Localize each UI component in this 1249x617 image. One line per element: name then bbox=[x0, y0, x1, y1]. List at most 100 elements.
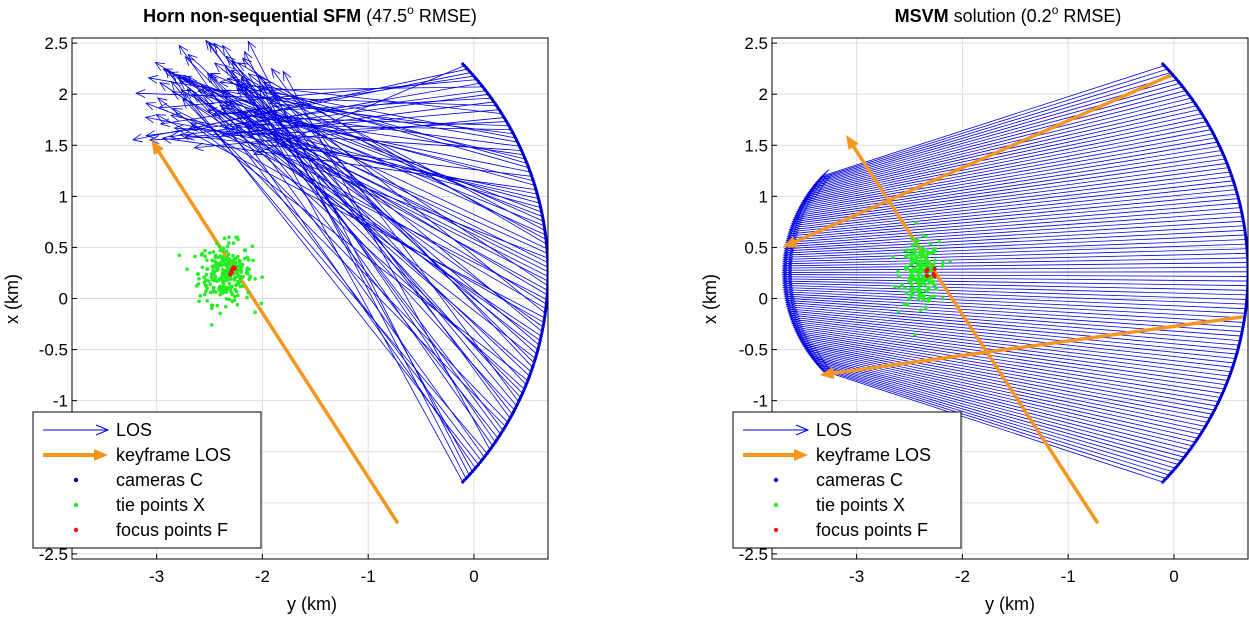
tie-point bbox=[912, 257, 916, 261]
los-arrowhead bbox=[209, 73, 221, 82]
y-tick-label: -2.5 bbox=[739, 545, 768, 564]
los-arrowhead bbox=[782, 287, 794, 297]
los-line bbox=[786, 304, 1241, 341]
tie-point bbox=[909, 282, 914, 287]
focus-point bbox=[230, 266, 235, 272]
los-arrowhead bbox=[187, 123, 199, 132]
los-arrowhead bbox=[795, 206, 807, 215]
legend-entry-los: LOS bbox=[743, 420, 852, 440]
tie-point bbox=[205, 267, 210, 271]
camera-point bbox=[461, 62, 465, 66]
tie-point bbox=[220, 276, 224, 281]
los-line bbox=[241, 77, 464, 483]
los-line bbox=[817, 75, 1174, 182]
tie-point bbox=[227, 281, 232, 286]
los-arrowhead bbox=[782, 257, 793, 266]
los-arrowhead bbox=[781, 265, 792, 275]
los-line bbox=[273, 129, 548, 254]
los-line bbox=[246, 126, 548, 282]
los-line bbox=[242, 122, 540, 204]
tie-point bbox=[221, 246, 226, 251]
x-tick-label: 0 bbox=[469, 567, 478, 586]
tie-point bbox=[928, 294, 933, 299]
tie-point bbox=[217, 244, 222, 249]
tie-point bbox=[925, 250, 930, 254]
tie-point bbox=[226, 260, 231, 265]
los-line bbox=[159, 82, 542, 337]
los-arrowhead bbox=[244, 85, 256, 94]
los-arrowhead bbox=[178, 44, 188, 56]
los-arrowhead bbox=[787, 226, 799, 236]
tie-point bbox=[200, 265, 205, 270]
los-line bbox=[802, 117, 1205, 201]
tie-point bbox=[948, 258, 952, 263]
legend-label: LOS bbox=[816, 420, 852, 440]
los-arrowhead bbox=[219, 104, 230, 114]
tie-point bbox=[245, 295, 249, 300]
legend-entry-keyframe-los: keyframe LOS bbox=[43, 445, 231, 465]
los-arrowhead bbox=[781, 276, 793, 286]
los-line bbox=[237, 62, 547, 245]
los-line bbox=[783, 291, 1246, 314]
los-arrowhead bbox=[789, 315, 801, 325]
tie-point bbox=[929, 268, 934, 273]
y-tick-label: 1 bbox=[59, 187, 68, 206]
plot-area bbox=[132, 39, 548, 525]
keyframe-los-arrowhead bbox=[819, 367, 835, 380]
los-line bbox=[172, 108, 547, 300]
tie-point bbox=[915, 287, 919, 291]
los-arrowhead bbox=[172, 108, 183, 117]
los-arrowhead bbox=[796, 204, 808, 213]
x-tick-label: -2 bbox=[255, 567, 270, 586]
los-line bbox=[810, 356, 1188, 454]
los-arrowhead bbox=[789, 222, 800, 232]
los-arrowhead bbox=[226, 76, 238, 86]
los-arrowhead bbox=[798, 200, 810, 209]
los-line bbox=[163, 68, 548, 250]
tie-point bbox=[211, 249, 216, 254]
los-line bbox=[219, 105, 548, 273]
tie-point bbox=[931, 250, 935, 255]
tie-point bbox=[933, 258, 937, 263]
los-line bbox=[801, 121, 1207, 203]
tie-point bbox=[220, 271, 225, 276]
tie-point bbox=[226, 266, 230, 271]
tie-point bbox=[203, 248, 207, 253]
tie-point bbox=[242, 256, 247, 261]
los-line bbox=[258, 116, 509, 127]
tie-point bbox=[911, 269, 916, 274]
tie-point bbox=[220, 263, 224, 268]
tie-point bbox=[237, 258, 241, 263]
los-arrowhead bbox=[781, 279, 793, 288]
y-tick-label: 0.5 bbox=[44, 238, 68, 257]
los-line bbox=[820, 368, 1167, 479]
los-arrowhead bbox=[218, 78, 230, 88]
tie-point bbox=[924, 305, 928, 310]
los-line bbox=[170, 93, 489, 138]
tie-point bbox=[246, 258, 251, 262]
los-line bbox=[786, 202, 1240, 241]
tie-point bbox=[921, 267, 925, 272]
tie-point bbox=[225, 272, 230, 277]
los-line bbox=[783, 234, 1246, 256]
tie-point bbox=[209, 306, 214, 311]
los-line bbox=[231, 60, 513, 415]
x-tick-label: -1 bbox=[1061, 567, 1076, 586]
los-arrowhead bbox=[132, 133, 143, 143]
los-line bbox=[786, 198, 1239, 239]
los-line bbox=[798, 336, 1215, 411]
tie-point bbox=[202, 292, 207, 297]
tie-point bbox=[236, 237, 240, 242]
tie-point bbox=[250, 244, 255, 249]
los-arrowhead bbox=[237, 62, 248, 72]
tie-point bbox=[210, 258, 214, 263]
los-arrowhead bbox=[781, 268, 792, 277]
los-line bbox=[224, 64, 527, 386]
tie-point bbox=[260, 275, 264, 279]
legend-entry-keyframe-los: keyframe LOS bbox=[743, 445, 931, 465]
tie-point bbox=[242, 248, 247, 252]
tie-point bbox=[223, 269, 227, 274]
chart-title: Horn non-sequential SFM (47.5o RMSE) bbox=[143, 3, 477, 26]
x-tick-label: 0 bbox=[1169, 567, 1178, 586]
y-tick-label: 1.5 bbox=[44, 136, 68, 155]
